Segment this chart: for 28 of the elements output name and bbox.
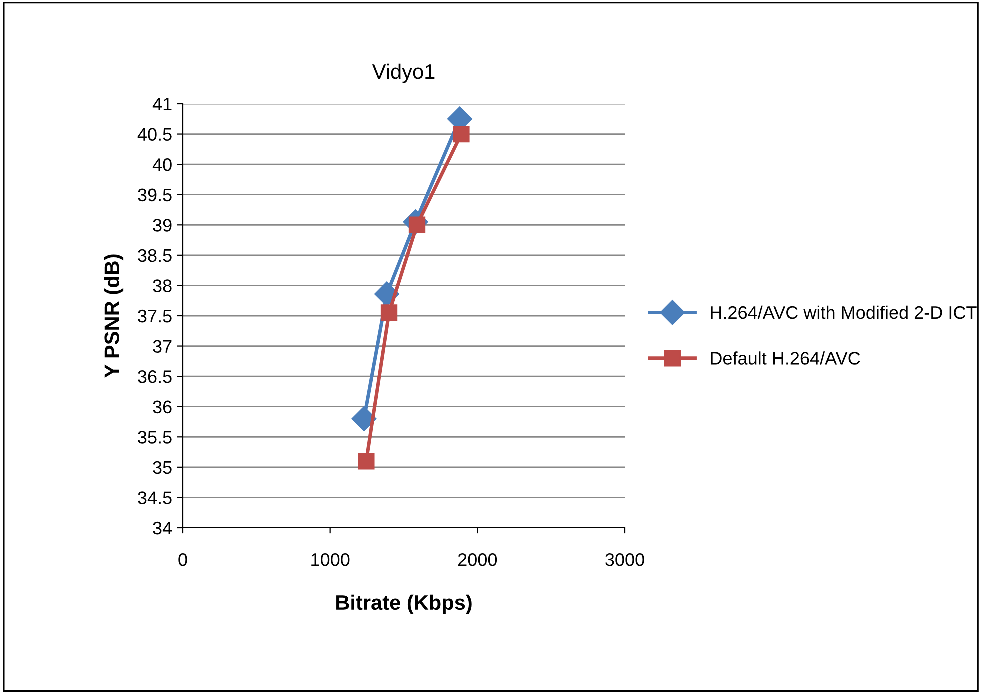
y-tick-label: 40.5	[138, 128, 172, 142]
point	[358, 453, 375, 470]
y-tick-label: 38.5	[138, 249, 172, 262]
legend-label: H.264/AVC with Modified 2-D ICT	[711, 306, 977, 320]
y-tick-label: 34	[153, 522, 172, 535]
x-tick-label: 0	[178, 553, 188, 566]
y-tick-label: 39	[153, 219, 172, 232]
chart-title: Vidyo1	[372, 64, 435, 84]
y-tick-label: 38	[153, 280, 172, 292]
x-tick-label: 3000	[606, 553, 644, 566]
point	[380, 304, 398, 322]
x-axis-title: Bitrate (Kbps)	[336, 594, 472, 614]
y-tick-label: 37	[153, 340, 172, 354]
point	[352, 406, 377, 432]
y-tick-label: 41	[152, 98, 172, 111]
y-tick-label: 35	[153, 461, 172, 474]
x-tick-label: 2000	[458, 553, 498, 566]
legend-label: Default H.264/AVC	[711, 352, 860, 365]
y-tick-label: 37.5	[138, 310, 172, 323]
y-tick-label: 34.5	[138, 492, 172, 504]
y-tick-label: 39.5	[138, 188, 172, 202]
y-tick-label: 40	[152, 158, 172, 172]
x-tick-label: 1000	[312, 553, 350, 566]
y-tick-label: 36	[153, 400, 172, 414]
y-tick-label: 35.5	[138, 431, 172, 444]
y-axis-title: Y PSNR (dB)	[104, 254, 124, 378]
point	[453, 126, 470, 143]
y-tick-label: 36.5	[138, 370, 172, 384]
